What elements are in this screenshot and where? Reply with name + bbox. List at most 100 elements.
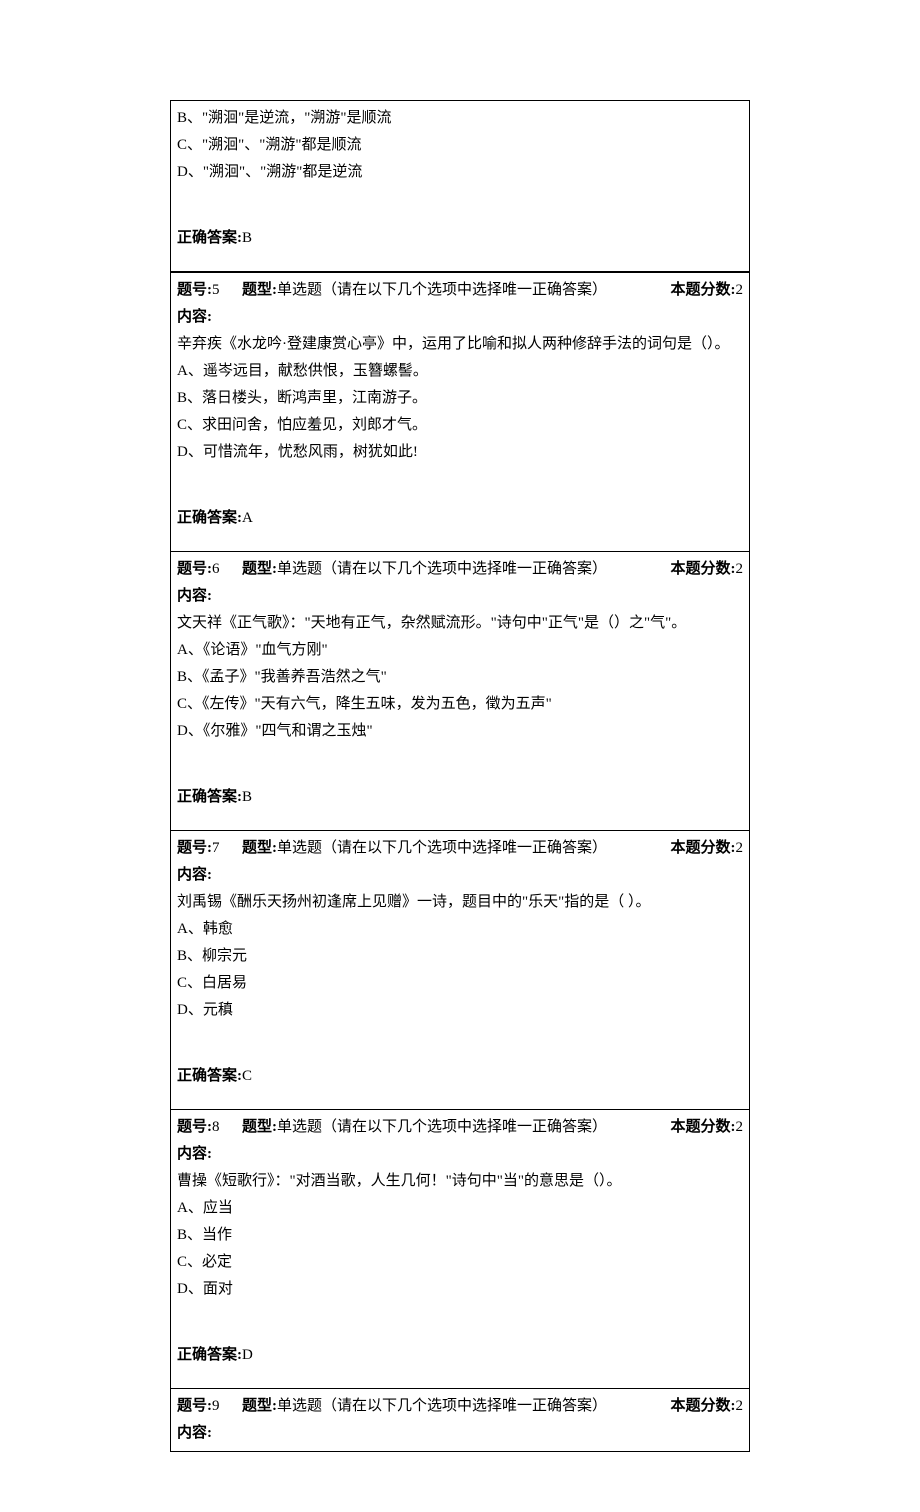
- question-box: 题号:5 题型:单选题（请在以下几个选项中选择唯一正确答案）本题分数:2内容:辛…: [170, 272, 750, 552]
- question-text: 曹操《短歌行》："对酒当歌，人生几何！"诗句中"当"的意思是（）。: [177, 1168, 743, 1195]
- question-box: 题号:8 题型:单选题（请在以下几个选项中选择唯一正确答案）本题分数:2内容:曹…: [170, 1110, 750, 1389]
- num-value: 6: [212, 561, 220, 577]
- answer-line: 正确答案:A: [177, 505, 743, 532]
- question-header: 题号:5 题型:单选题（请在以下几个选项中选择唯一正确答案） 本题分数:2: [177, 277, 743, 304]
- question-text: 刘禹锡《酬乐天扬州初逢席上见赠》一诗，题目中的"乐天"指的是（ ）。: [177, 889, 743, 916]
- answer-value: C: [242, 1068, 252, 1084]
- header-right: 本题分数:2: [671, 1393, 744, 1420]
- type-value: 单选题（请在以下几个选项中选择唯一正确答案）: [277, 561, 607, 577]
- content-label: 内容:: [177, 1141, 743, 1168]
- num-value: 7: [212, 840, 220, 856]
- option-c: C、"溯洄"、"溯游"都是顺流: [177, 132, 743, 159]
- answer-label: 正确答案:: [177, 1347, 242, 1363]
- option: D、元稹: [177, 997, 743, 1024]
- num-value: 5: [212, 282, 220, 298]
- score-label: 本题分数:: [671, 1119, 736, 1135]
- answer-label: 正确答案:: [177, 510, 242, 526]
- answer-value: B: [242, 789, 252, 805]
- answer-value: A: [242, 510, 253, 526]
- question-box: 题号:7 题型:单选题（请在以下几个选项中选择唯一正确答案）本题分数:2内容:刘…: [170, 831, 750, 1110]
- questions-container: 题号:5 题型:单选题（请在以下几个选项中选择唯一正确答案）本题分数:2内容:辛…: [170, 272, 750, 1452]
- question-header: 题号:8 题型:单选题（请在以下几个选项中选择唯一正确答案） 本题分数:2: [177, 1114, 743, 1141]
- header-right: 本题分数:2: [671, 556, 744, 583]
- header-left: 题号:5 题型:单选题（请在以下几个选项中选择唯一正确答案）: [177, 277, 607, 304]
- spacer: [177, 186, 743, 210]
- option: B、《孟子》"我善养吾浩然之气": [177, 664, 743, 691]
- header-right: 本题分数:2: [671, 1114, 744, 1141]
- option: B、落日楼头，断鸿声里，江南游子。: [177, 385, 743, 412]
- answer-line: 正确答案:C: [177, 1063, 743, 1090]
- num-label: 题号:: [177, 1119, 212, 1135]
- option: B、当作: [177, 1222, 743, 1249]
- answer-label: 正确答案:: [177, 789, 242, 805]
- score-label: 本题分数:: [671, 1398, 736, 1414]
- content-label: 内容:: [177, 304, 743, 331]
- option: A、《论语》"血气方刚": [177, 637, 743, 664]
- option: D、《尔雅》"四气和谓之玉烛": [177, 718, 743, 745]
- content-label: 内容:: [177, 862, 743, 889]
- question-box: 题号:6 题型:单选题（请在以下几个选项中选择唯一正确答案）本题分数:2内容:文…: [170, 552, 750, 831]
- answer-label: 正确答案:: [177, 230, 242, 246]
- type-label: 题型:: [242, 561, 277, 577]
- header-left: 题号:8 题型:单选题（请在以下几个选项中选择唯一正确答案）: [177, 1114, 607, 1141]
- question-header: 题号:7 题型:单选题（请在以下几个选项中选择唯一正确答案） 本题分数:2: [177, 835, 743, 862]
- spacer: [177, 745, 743, 769]
- option: D、面对: [177, 1276, 743, 1303]
- spacer: [177, 1303, 743, 1327]
- num-label: 题号:: [177, 1398, 212, 1414]
- answer-line: 正确答案:B: [177, 784, 743, 811]
- option-b: B、"溯洄"是逆流，"溯游"是顺流: [177, 105, 743, 132]
- num-label: 题号:: [177, 561, 212, 577]
- content-label: 内容:: [177, 583, 743, 610]
- content-label: 内容:: [177, 1420, 743, 1447]
- type-label: 题型:: [242, 840, 277, 856]
- option: D、可惜流年，忧愁风雨，树犹如此!: [177, 439, 743, 466]
- answer-line: 正确答案:B: [177, 225, 743, 252]
- score-value: 2: [736, 1398, 744, 1414]
- option: C、求田问舍，怕应羞见，刘郎才气。: [177, 412, 743, 439]
- type-value: 单选题（请在以下几个选项中选择唯一正确答案）: [277, 840, 607, 856]
- header-left: 题号:7 题型:单选题（请在以下几个选项中选择唯一正确答案）: [177, 835, 607, 862]
- header-right: 本题分数:2: [671, 277, 744, 304]
- num-value: 9: [212, 1398, 220, 1414]
- answer-label: 正确答案:: [177, 1068, 242, 1084]
- score-value: 2: [736, 561, 744, 577]
- answer-line: 正确答案:D: [177, 1342, 743, 1369]
- score-label: 本题分数:: [671, 282, 736, 298]
- option: B、柳宗元: [177, 943, 743, 970]
- num-value: 8: [212, 1119, 220, 1135]
- exam-page: B、"溯洄"是逆流，"溯游"是顺流 C、"溯洄"、"溯游"都是顺流 D、"溯洄"…: [0, 0, 920, 1512]
- score-label: 本题分数:: [671, 840, 736, 856]
- option-d: D、"溯洄"、"溯游"都是逆流: [177, 159, 743, 186]
- option: C、白居易: [177, 970, 743, 997]
- header-left: 题号:9 题型:单选题（请在以下几个选项中选择唯一正确答案）: [177, 1393, 607, 1420]
- header-left: 题号:6 题型:单选题（请在以下几个选项中选择唯一正确答案）: [177, 556, 607, 583]
- question-header: 题号:9 题型:单选题（请在以下几个选项中选择唯一正确答案） 本题分数:2: [177, 1393, 743, 1420]
- type-value: 单选题（请在以下几个选项中选择唯一正确答案）: [277, 1398, 607, 1414]
- score-value: 2: [736, 282, 744, 298]
- type-value: 单选题（请在以下几个选项中选择唯一正确答案）: [277, 1119, 607, 1135]
- option: A、韩愈: [177, 916, 743, 943]
- type-label: 题型:: [242, 282, 277, 298]
- score-value: 2: [736, 1119, 744, 1135]
- option: C、《左传》"天有六气，降生五味，发为五色，徵为五声": [177, 691, 743, 718]
- type-value: 单选题（请在以下几个选项中选择唯一正确答案）: [277, 282, 607, 298]
- answer-value: B: [242, 230, 252, 246]
- question-text: 辛弃疾《水龙吟·登建康赏心亭》中，运用了比喻和拟人两种修辞手法的词句是（）。: [177, 331, 743, 358]
- type-label: 题型:: [242, 1119, 277, 1135]
- score-value: 2: [736, 840, 744, 856]
- question-text: 文天祥《正气歌》："天地有正气，杂然赋流形。"诗句中"正气"是（）之"气"。: [177, 610, 743, 637]
- score-label: 本题分数:: [671, 561, 736, 577]
- question-header: 题号:6 题型:单选题（请在以下几个选项中选择唯一正确答案） 本题分数:2: [177, 556, 743, 583]
- spacer: [177, 466, 743, 490]
- option: A、遥岑远目，献愁供恨，玉簪螺髻。: [177, 358, 743, 385]
- header-right: 本题分数:2: [671, 835, 744, 862]
- num-label: 题号:: [177, 840, 212, 856]
- option: C、必定: [177, 1249, 743, 1276]
- type-label: 题型:: [242, 1398, 277, 1414]
- answer-value: D: [242, 1347, 253, 1363]
- question-box: 题号:9 题型:单选题（请在以下几个选项中选择唯一正确答案）本题分数:2内容:: [170, 1389, 750, 1452]
- spacer: [177, 1024, 743, 1048]
- num-label: 题号:: [177, 282, 212, 298]
- partial-question-box: B、"溯洄"是逆流，"溯游"是顺流 C、"溯洄"、"溯游"都是顺流 D、"溯洄"…: [170, 100, 750, 272]
